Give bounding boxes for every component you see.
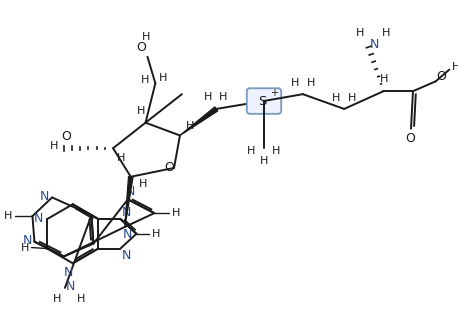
Text: H: H <box>159 73 168 84</box>
Text: H: H <box>356 28 364 38</box>
Text: O: O <box>164 162 174 175</box>
Text: H: H <box>142 75 150 85</box>
Text: H: H <box>380 74 389 84</box>
Text: O: O <box>61 130 71 143</box>
FancyBboxPatch shape <box>247 88 281 114</box>
Text: H: H <box>219 92 227 102</box>
Text: H: H <box>306 78 315 88</box>
Text: H: H <box>260 156 269 166</box>
Polygon shape <box>125 176 133 227</box>
Text: H: H <box>348 93 356 103</box>
Text: H: H <box>185 121 194 131</box>
Polygon shape <box>180 107 218 136</box>
Text: H: H <box>382 28 391 38</box>
Text: N: N <box>122 249 131 262</box>
Text: N: N <box>66 280 76 293</box>
Text: +: + <box>270 88 278 98</box>
Text: O: O <box>136 42 147 55</box>
Text: H: H <box>452 62 458 72</box>
Text: N: N <box>39 190 49 203</box>
Text: H: H <box>172 208 180 218</box>
Text: H: H <box>136 106 145 116</box>
Text: N: N <box>64 266 74 279</box>
Text: N: N <box>34 212 43 225</box>
Text: H: H <box>53 294 61 304</box>
Text: S: S <box>258 95 267 108</box>
Text: N: N <box>23 234 32 247</box>
Text: H: H <box>4 211 12 221</box>
Text: O: O <box>405 132 415 145</box>
Text: H: H <box>246 146 255 156</box>
Text: H: H <box>332 93 340 103</box>
Text: H: H <box>117 153 125 163</box>
Text: N: N <box>122 206 131 219</box>
Text: H: H <box>204 92 213 102</box>
Text: N: N <box>370 37 379 50</box>
Text: H: H <box>138 179 147 188</box>
Text: N: N <box>123 228 132 241</box>
Text: O: O <box>436 70 447 83</box>
Text: H: H <box>21 242 29 253</box>
Text: H: H <box>272 146 280 156</box>
Text: H: H <box>142 32 151 42</box>
Text: H: H <box>76 294 85 304</box>
Text: H: H <box>50 141 58 151</box>
Text: H: H <box>291 78 299 88</box>
Text: N: N <box>126 185 136 198</box>
Text: H: H <box>152 229 160 239</box>
